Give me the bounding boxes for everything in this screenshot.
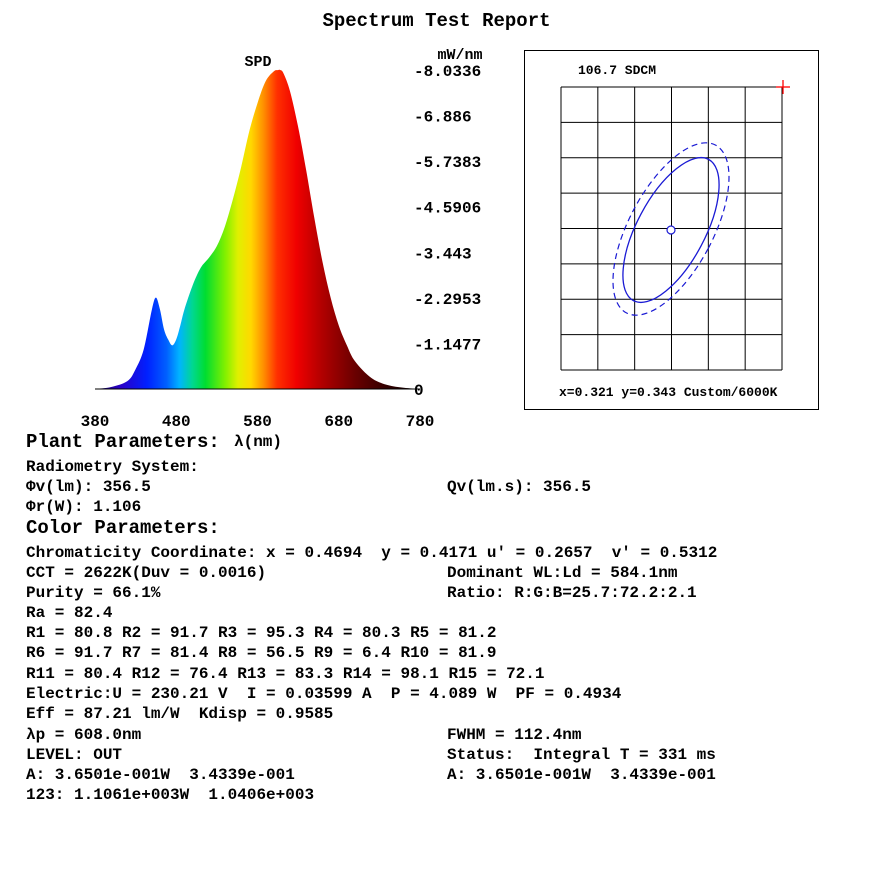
radiometry-heading: Radiometry System: — [26, 458, 199, 476]
phi-v-value: Φv(lm): 356.5 — [26, 478, 151, 496]
spd-x-tick-label: 780 — [406, 413, 435, 431]
sdcm-ellipse-solid — [622, 156, 720, 304]
value-123: 123: 1.1061e+003W 1.0406e+003 — [26, 786, 315, 804]
spd-y-tick-label: -3.443 — [414, 245, 472, 263]
phi-r-value: Φr(W): 1.106 — [26, 498, 142, 516]
sdcm-ellipse-dashed — [612, 142, 730, 316]
spd-x-label: λ(nm) — [234, 433, 282, 451]
spd-x-tick-label: 580 — [243, 413, 272, 431]
spd-y-tick-label: 0 — [414, 382, 424, 400]
a-value-right: A: 3.6501e-001W 3.4339e-001 — [447, 766, 716, 784]
spd-y-tick-label: -1.1477 — [414, 336, 481, 354]
spd-y-tick-label: -5.7383 — [414, 154, 481, 172]
spd-title: SPD — [244, 54, 271, 71]
chromaticity-annotation: x=0.321 y=0.343 Custom/6000K — [559, 385, 778, 400]
ra-value: Ra = 82.4 — [26, 604, 113, 622]
rgb-ratio: Ratio: R:G:B=25.7:72.2:2.1 — [447, 584, 697, 602]
spd-y-tick-label: -2.2953 — [414, 291, 481, 309]
chromaticity-chart: 106.7 SDCM x=0.321 y=0.343 Custom/6000K — [524, 50, 819, 410]
spd-area — [95, 69, 420, 389]
qv-value: Qv(lm.s): 356.5 — [447, 478, 592, 496]
r-values-line-2: R6 = 91.7 R7 = 81.4 R8 = 56.5 R9 = 6.4 R… — [26, 644, 497, 662]
r-values-line-1: R1 = 80.8 R2 = 91.7 R3 = 95.3 R4 = 80.3 … — [26, 624, 497, 642]
plant-parameters-heading: Plant Parameters: — [26, 431, 220, 453]
sdcm-label: 106.7 SDCM — [578, 63, 656, 78]
spd-y-tick-label: -4.5906 — [414, 200, 481, 218]
efficiency-values: Eff = 87.21 lm/W Kdisp = 0.9585 — [26, 705, 334, 723]
spd-chart: SPD mW/nm -8.0336 -6.886 -5.7383 -4.5906 -3.… — [81, 47, 483, 451]
electric-values: Electric:U = 230.21 V I = 0.03599 A P = … — [26, 685, 622, 703]
target-cross-marker — [776, 80, 790, 94]
spd-x-tick-label: 680 — [324, 413, 353, 431]
spd-y-tick-label: -6.886 — [414, 109, 472, 127]
a-value-left: A: 3.6501e-001W 3.4339e-001 — [26, 766, 295, 784]
spd-y-unit: mW/nm — [437, 47, 482, 64]
report-title: Spectrum Test Report — [322, 10, 551, 32]
chromaticity-frame — [524, 50, 819, 410]
r-values-line-3: R11 = 80.4 R12 = 76.4 R13 = 83.3 R14 = 9… — [26, 665, 545, 683]
spd-x-tick-label: 480 — [162, 413, 191, 431]
status-value: Status: Integral T = 331 ms — [447, 746, 716, 764]
cct-value: CCT = 2622K(Duv = 0.0016) — [26, 564, 267, 582]
measured-point-marker — [666, 225, 676, 235]
level-value: LEVEL: OUT — [26, 746, 123, 764]
spd-x-tick-label: 380 — [81, 413, 110, 431]
chromaticity-coordinate: Chromaticity Coordinate: x = 0.4694 y = … — [26, 544, 718, 562]
dominant-wavelength: Dominant WL:Ld = 584.1nm — [447, 564, 678, 582]
spd-y-tick-label: -8.0336 — [414, 63, 481, 81]
color-parameters-heading: Color Parameters: — [26, 517, 220, 539]
fwhm-value: FWHM = 112.4nm — [447, 726, 582, 744]
peak-wavelength: λp = 608.0nm — [26, 726, 142, 744]
purity-value: Purity = 66.1% — [26, 584, 161, 602]
